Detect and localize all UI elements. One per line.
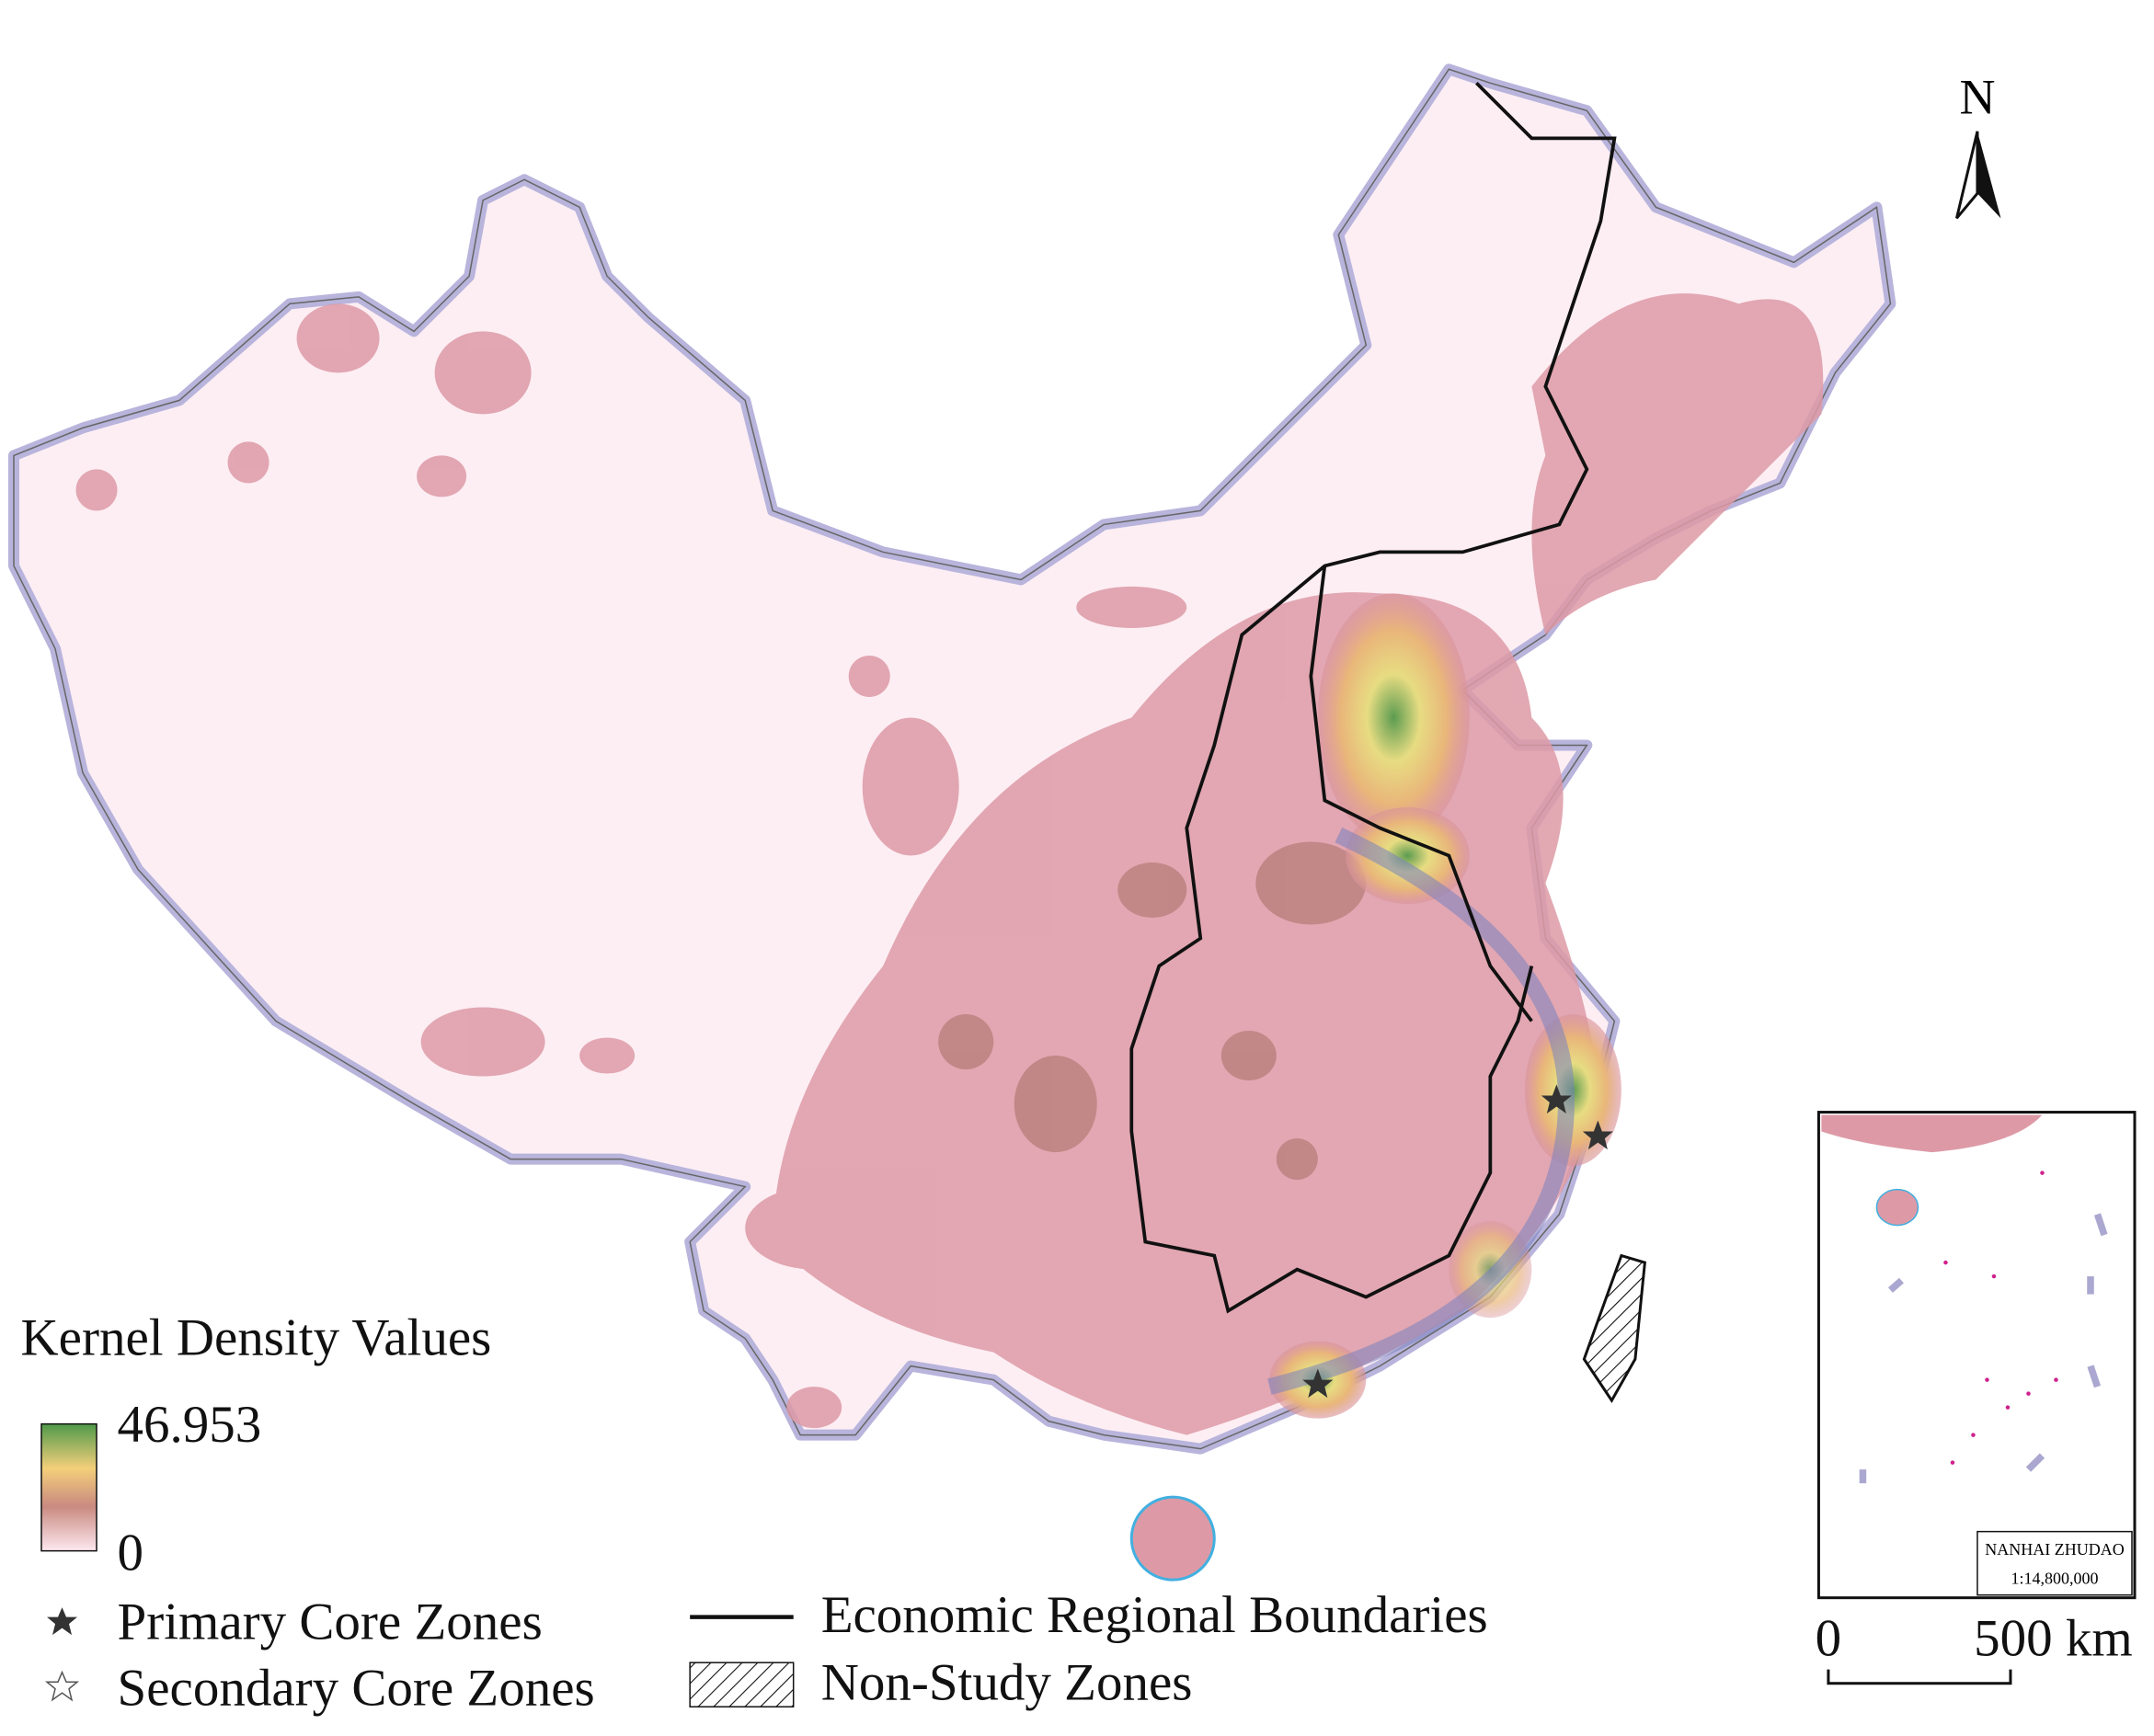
north-arrow: N	[1954, 69, 2001, 220]
legend-primary: Primary Core Zones	[118, 1593, 543, 1651]
scale-bar: 0 500 km	[1816, 1610, 2133, 1685]
legend-max: 46.953	[118, 1396, 262, 1454]
inset-name: NANHAI ZHUDAO	[1985, 1540, 2124, 1559]
inset-map: NANHAI ZHUDAO 1:14,800,000	[1816, 1111, 2137, 1600]
density-peaks	[938, 841, 1367, 1181]
legend-min: 0	[118, 1525, 143, 1582]
legend-secondary: Secondary Core Zones	[118, 1660, 595, 1718]
core-zones	[1302, 1084, 1613, 1399]
inset-scale: 1:14,800,000	[2011, 1570, 2098, 1588]
scale-start: 0	[1816, 1610, 1842, 1668]
legend: Kernel Density Values 46.953 0 Primary C…	[21, 1309, 1488, 1718]
legend-boundaries: Economic Regional Boundaries	[821, 1586, 1488, 1644]
scale-end: 500 km	[1974, 1610, 2133, 1668]
legend-non-study: Non-Study Zones	[821, 1654, 1193, 1712]
north-label: N	[1959, 69, 1995, 124]
hainan	[1129, 1495, 1216, 1582]
taiwan-non-study	[1582, 1253, 1646, 1403]
color-ramp	[40, 1422, 97, 1552]
economic-boundaries	[1129, 81, 1617, 1314]
legend-title: Kernel Density Values	[21, 1309, 492, 1367]
